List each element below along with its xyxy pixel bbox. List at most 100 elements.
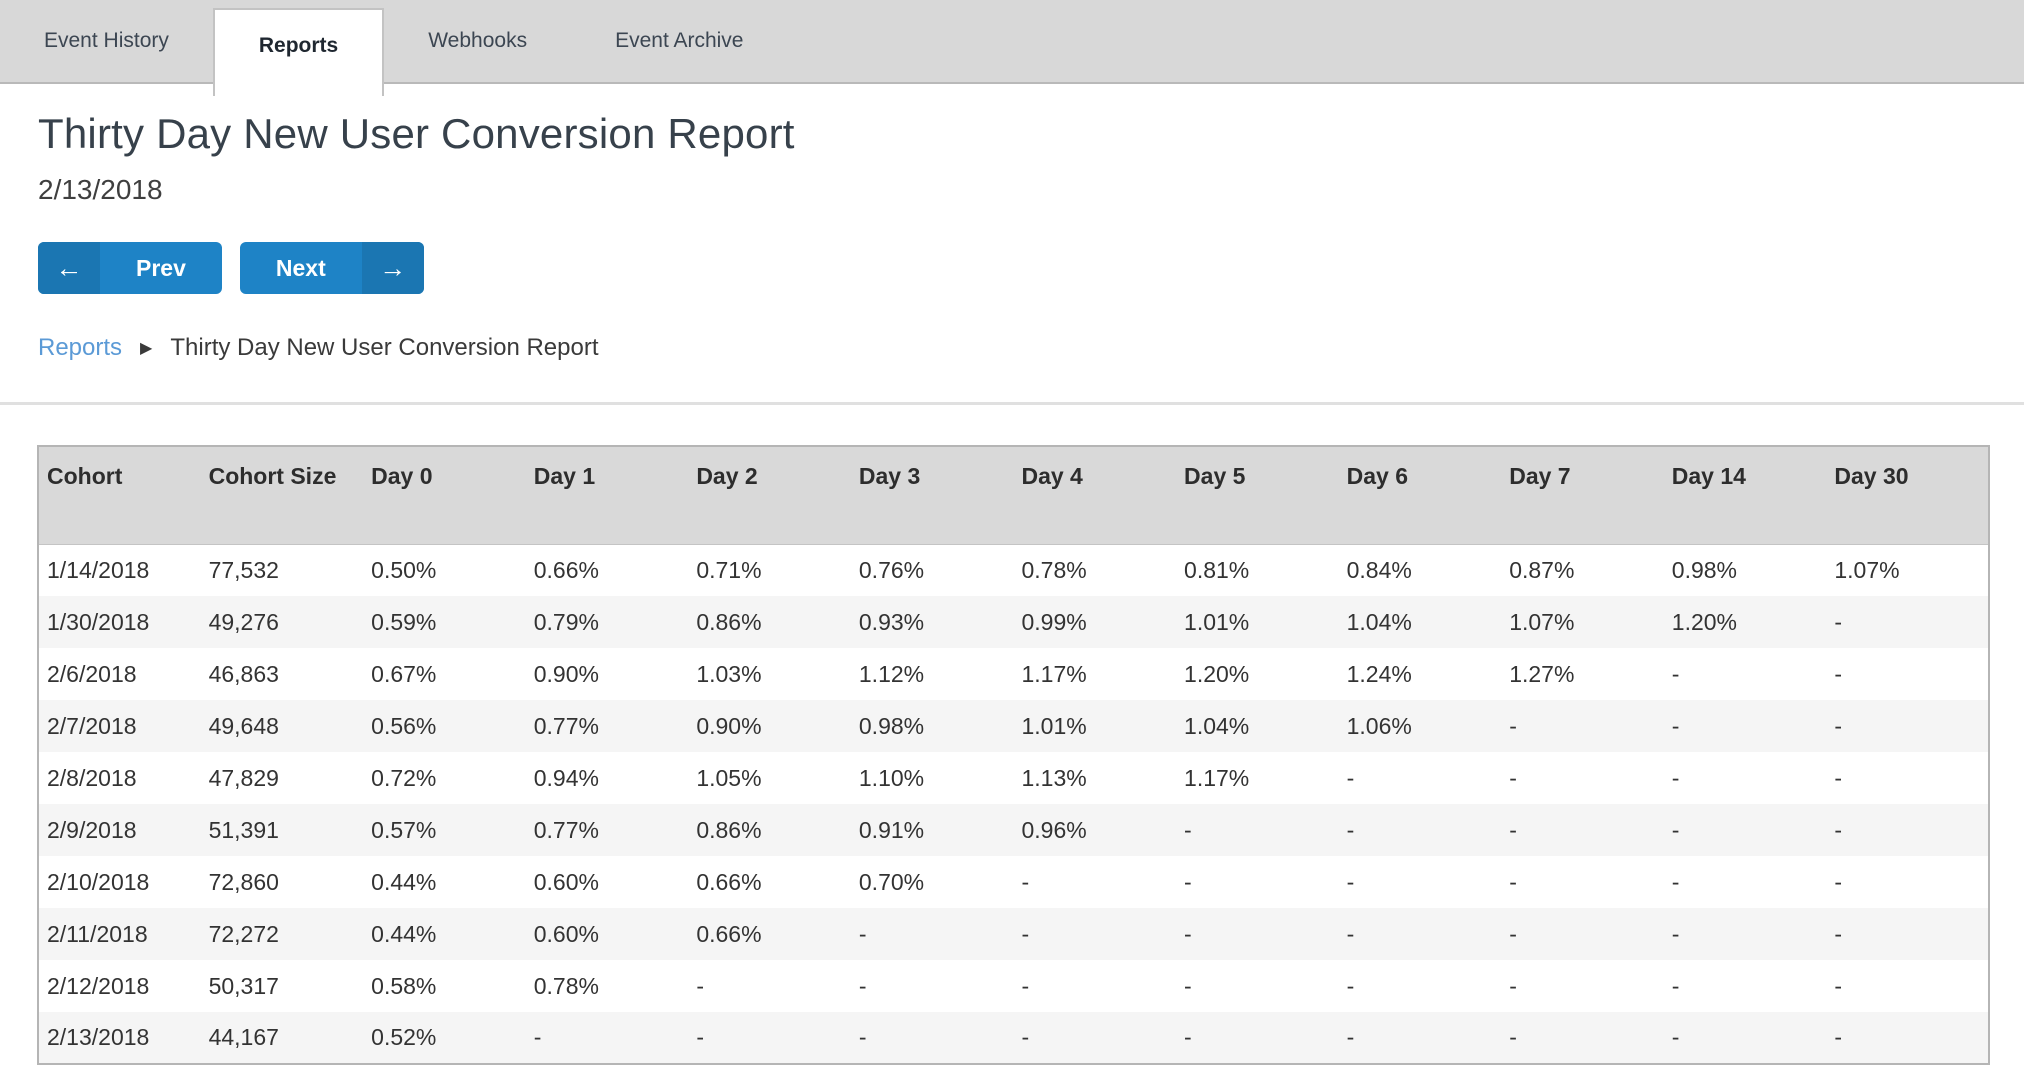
table-cell: - [1509,712,1517,739]
table-row: 2/10/2018 72,860 0.44% 0.60% 0.66% 0.70% - - - - -… [38,856,1989,908]
table-header: Cohort Cohort Size Day 0 Day 1 Day 2 Day 3 Day… [38,446,1989,545]
table-row: 2/12/2018 50,317 0.58% 0.78% - - - - - - - - [38,960,1989,1012]
table-cell: - [1671,1024,1680,1050]
table-cell: - [1671,816,1680,843]
prev-button-label: Prev [136,254,186,281]
table-cell: 1.20% [1184,660,1250,687]
table-cell: 1.13% [1021,764,1087,791]
breadcrumb-reports-link[interactable]: Reports [38,334,123,361]
table-cell: 0.66% [696,920,762,947]
table-cell: 0.99% [1021,608,1087,635]
table-cell: 1.17% [1021,660,1087,687]
table-cell: - [1834,764,1843,791]
table-cell: 0.56% [371,712,437,739]
arrow-left-icon: ← [38,242,100,294]
table-cell: 51,391 [208,816,279,843]
table-cell: - [1834,920,1843,947]
breadcrumb: Reports ▶ Thirty Day New User Conversion… [38,334,2024,362]
breadcrumb-separator-icon: ▶ [140,340,153,357]
table-cell: - [1184,1024,1192,1050]
table-cell: - [1671,972,1680,999]
table-row: 2/9/2018 51,391 0.57% 0.77% 0.86% 0.91% 0.96% -… [38,804,1989,856]
table-cell: 2/9/2018 [47,816,137,843]
table-cell: - [1021,920,1030,947]
table-cell: 0.90% [696,712,762,739]
column-header: Cohort [38,446,201,545]
table-cell: 2/11/2018 [47,920,148,947]
table-cell: 0.77% [533,712,599,739]
table-cell: 1/30/2018 [47,608,150,635]
table-cell: 0.58% [371,972,437,999]
table-cell: - [1509,972,1517,999]
table-cell: - [1509,868,1517,895]
table-row: 1/30/2018 49,276 0.59% 0.79% 0.86% 0.93% 0.99%… [38,596,1989,648]
table-cell: 1.01% [1021,712,1087,739]
table-cell: 2/8/2018 [47,764,137,791]
tab-reports[interactable]: Reports [212,8,385,96]
table-cell: - [1509,816,1517,843]
table-row: 2/7/2018 49,648 0.56% 0.77% 0.90% 0.98% 1.01% 1… [38,700,1989,752]
column-header: Day 7 [1501,446,1664,545]
column-header: Day 1 [525,446,689,545]
column-header: Day 0 [363,446,526,545]
table-cell: 0.91% [858,816,925,843]
table-cell: 72,860 [208,868,279,895]
table-cell: 50,317 [208,972,279,999]
table-cell: 0.86% [696,816,762,843]
table-cell: 0.78% [533,972,599,999]
table-cell: 1.03% [696,660,762,687]
tab-event-history[interactable]: Event History [44,29,169,52]
table-cell: 0.44% [371,920,437,947]
arrow-right-icon: → [361,242,424,294]
table-cell: 0.59% [371,608,437,635]
table-cell: - [858,920,867,947]
table-cell: - [533,1024,542,1050]
report-date: 2/13/2018 [38,174,163,205]
table-cell: - [1671,920,1680,947]
tab-event-archive[interactable]: Event Archive [615,29,744,52]
table-cell: - [1184,816,1192,843]
report-header: Thirty Day New User Conversion Report 2/… [0,110,2024,362]
table-cell: 0.60% [533,920,599,947]
table-cell: 0.90% [533,660,599,687]
table-cell: 0.66% [696,868,762,895]
table-cell: 0.76% [858,556,925,583]
table-cell: 1.06% [1346,712,1412,739]
tab-bar: Event History Reports Webhooks Event Arc… [0,0,2024,96]
table-cell: - [1834,1024,1843,1050]
table-cell: 1.04% [1346,608,1412,635]
table-cell: 49,648 [208,712,279,739]
table-row: 2/11/2018 72,272 0.44% 0.60% 0.66% - - - - - - - [38,908,1989,960]
table-cell: 0.93% [858,608,925,635]
table-cell: 0.96% [1021,816,1087,843]
column-header: Day 30 [1826,446,1989,545]
column-header: Day 3 [850,446,1014,545]
table-cell: 2/7/2018 [47,712,137,739]
next-button[interactable]: Next → [239,242,424,294]
next-button-label: Next [275,254,326,281]
table-cell: - [696,1024,704,1050]
table-row: 1/14/2018 77,532 0.50% 0.66% 0.71% 0.76% 0.78%… [38,544,1989,596]
column-header: Day 14 [1663,446,1827,545]
table-cell: - [1184,920,1192,947]
table-cell: - [858,972,867,999]
table-cell: 0.52% [371,1024,437,1050]
table-row: 2/6/2018 46,863 0.67% 0.90% 1.03% 1.12% 1.17% 1… [38,648,1989,700]
table-cell: - [1834,712,1843,739]
table-cell: 0.98% [858,712,925,739]
table-cell: 2/13/2018 [47,1024,150,1050]
tab-webhooks[interactable]: Webhooks [428,29,528,52]
section-divider [0,402,2024,405]
table-cell: - [1509,920,1517,947]
table-cell: 1.10% [858,764,925,791]
table-row: 2/8/2018 47,829 0.72% 0.94% 1.05% 1.10% 1.13% 1… [38,752,1989,804]
table-cell: 0.94% [533,764,599,791]
table-cell: 0.44% [371,868,437,895]
table-cell: - [1834,816,1843,843]
table-cell: - [1184,972,1192,999]
table-cell: 0.60% [533,868,599,895]
prev-button[interactable]: ← Prev [38,242,222,294]
table-cell: 0.98% [1671,556,1737,583]
breadcrumb-current: Thirty Day New User Conversion Report [170,334,599,361]
table-cell: - [1346,764,1355,791]
